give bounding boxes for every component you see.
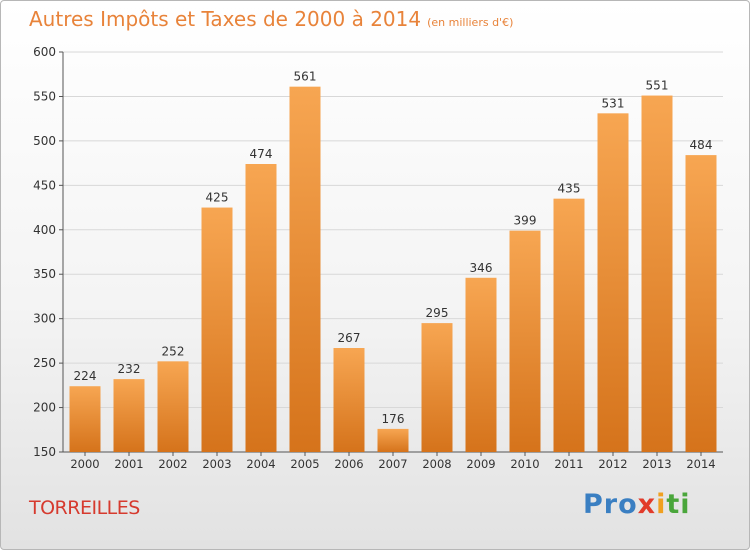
chart-unit: (en milliers d'€) [427, 16, 514, 29]
bar-value-label: 484 [690, 138, 713, 152]
y-tick-label: 300 [33, 312, 56, 326]
y-tick-label: 450 [33, 178, 56, 192]
y-tick-label: 550 [33, 89, 56, 103]
x-tick-label: 2003 [202, 457, 231, 471]
logo-part-4: ti [666, 489, 691, 520]
bar-2007 [377, 428, 409, 452]
x-tick-label: 2008 [422, 457, 451, 471]
commune-name: TORREILLES [29, 497, 140, 519]
bar-value-label: 425 [206, 191, 229, 205]
y-tick-label: 350 [33, 267, 56, 281]
x-tick-label: 2007 [378, 457, 407, 471]
bar-value-label: 399 [514, 214, 537, 228]
bar-value-label: 176 [382, 412, 405, 426]
bar-2008 [421, 323, 453, 452]
bar-value-label: 252 [162, 344, 185, 358]
x-tick-label: 2014 [686, 457, 715, 471]
bar-2012 [597, 113, 629, 452]
bar-value-label: 346 [470, 261, 493, 275]
bar-value-label: 561 [294, 70, 317, 84]
logo-part-3: i [656, 489, 667, 520]
y-tick-label: 400 [33, 223, 56, 237]
bar-2006 [333, 348, 365, 452]
x-tick-label: 2010 [510, 457, 539, 471]
bar-2001 [113, 379, 145, 452]
x-tick-label: 2004 [246, 457, 275, 471]
bar-value-label: 295 [426, 306, 449, 320]
x-tick-label: 2000 [70, 457, 99, 471]
bar-2014 [685, 155, 717, 452]
bar-2002 [157, 361, 189, 452]
bar-value-label: 224 [74, 369, 97, 383]
x-tick-label: 2012 [598, 457, 627, 471]
proxiti-logo: Proxiti [583, 489, 691, 520]
bar-2005 [289, 86, 321, 453]
x-tick-label: 2009 [466, 457, 495, 471]
bar-value-label: 435 [558, 182, 581, 196]
bar-2000 [69, 386, 101, 452]
bar-2003 [201, 207, 233, 452]
bar-2011 [553, 198, 585, 452]
x-tick-label: 2002 [158, 457, 187, 471]
bar-value-label: 531 [602, 96, 625, 110]
chart-title-text: Autres Impôts et Taxes de 2000 à 2014 [29, 7, 422, 31]
chart-title: Autres Impôts et Taxes de 2000 à 2014 (en… [29, 7, 513, 31]
bar-2009 [465, 277, 497, 452]
y-tick-label: 500 [33, 134, 56, 148]
bar-2013 [641, 95, 673, 453]
bar-value-label: 474 [250, 147, 273, 161]
x-tick-label: 2011 [554, 457, 583, 471]
logo-part-1: Pro [583, 489, 638, 520]
bar-value-label: 551 [646, 79, 669, 93]
bar-value-label: 232 [118, 362, 141, 376]
y-tick-label: 250 [33, 356, 56, 370]
x-tick-label: 2006 [334, 457, 363, 471]
y-tick-label: 150 [33, 445, 56, 459]
y-tick-label: 200 [33, 401, 56, 415]
bar-2010 [509, 230, 541, 452]
x-tick-label: 2013 [642, 457, 671, 471]
x-tick-label: 2001 [114, 457, 143, 471]
logo-part-2: x [637, 489, 657, 520]
y-tick-label: 600 [33, 45, 56, 59]
bar-2004 [245, 164, 277, 452]
bar-value-label: 267 [338, 331, 361, 345]
x-tick-label: 2005 [290, 457, 319, 471]
